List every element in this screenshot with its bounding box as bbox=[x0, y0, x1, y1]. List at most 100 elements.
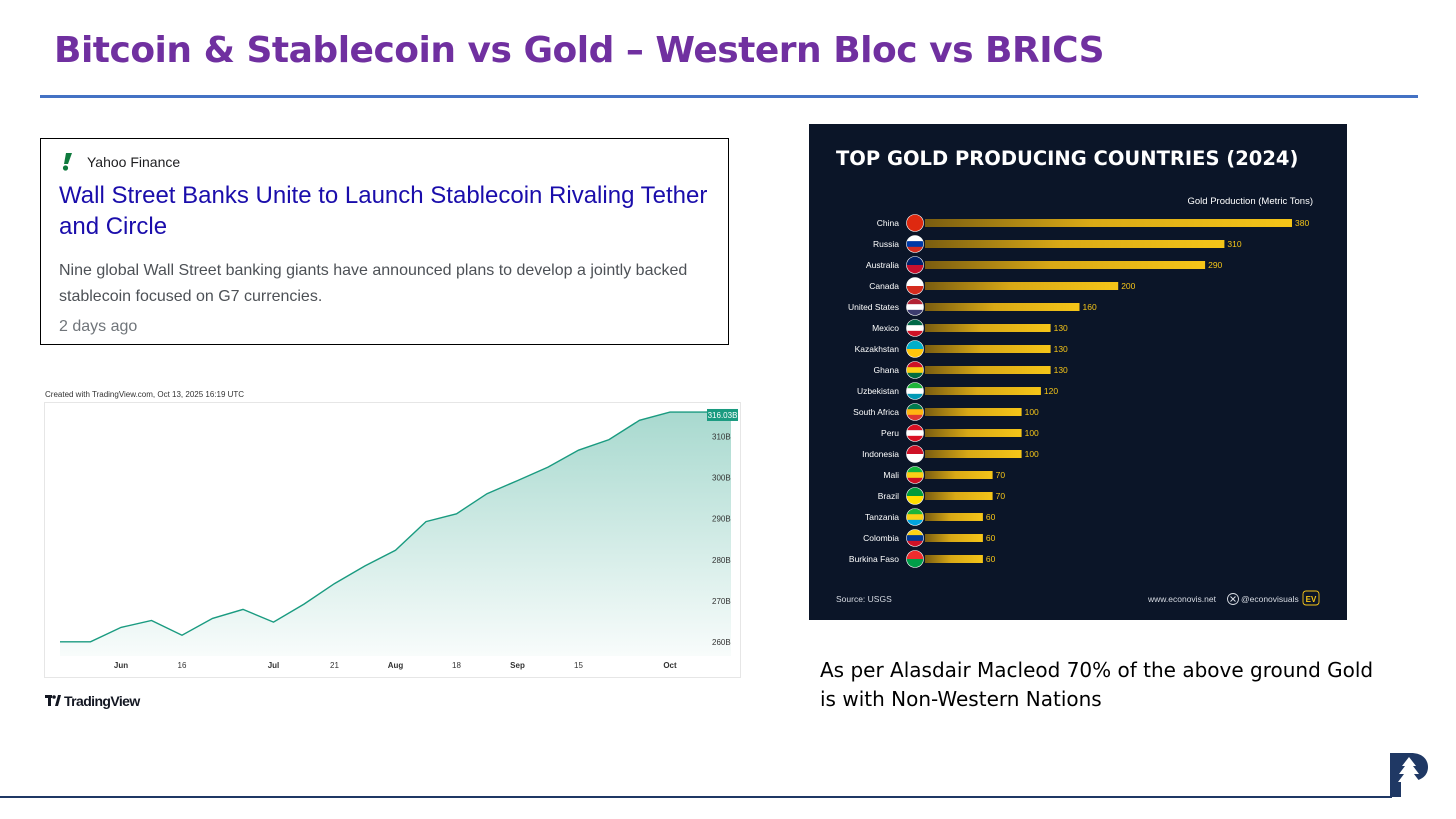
gold-value-label: 70 bbox=[996, 491, 1006, 501]
flag-ring bbox=[906, 214, 924, 232]
flag-band bbox=[906, 246, 924, 253]
gold-website[interactable]: www.econovis.net bbox=[1147, 594, 1217, 604]
tv-last-value-badge bbox=[707, 408, 738, 421]
tradingview-logo: TradingView bbox=[45, 693, 140, 709]
country-flag-icon bbox=[906, 214, 924, 232]
flag-band bbox=[906, 540, 924, 547]
gold-country-label: Uzbekistan bbox=[857, 386, 899, 396]
gold-bar bbox=[925, 513, 983, 521]
gold-chart-title: TOP GOLD PRODUCING COUNTRIES (2024) bbox=[836, 147, 1298, 170]
news-source-row: Yahoo Finance bbox=[59, 153, 710, 171]
gold-value-label: 100 bbox=[1025, 449, 1039, 459]
tv-y-tick-label: 260B bbox=[712, 638, 731, 647]
flag-band bbox=[906, 241, 924, 248]
flag-ring bbox=[906, 319, 924, 337]
gold-country-label: Burkina Faso bbox=[849, 554, 899, 564]
flag-band bbox=[906, 403, 924, 410]
gold-bar bbox=[925, 555, 983, 563]
tv-x-tick-label: Jun bbox=[114, 661, 128, 670]
country-flag-icon bbox=[906, 424, 924, 442]
gold-bar bbox=[925, 240, 1225, 248]
flag-band bbox=[906, 550, 924, 560]
footer-divider bbox=[0, 796, 1392, 798]
tv-x-tick-label: Jul bbox=[268, 661, 280, 670]
country-flag-icon bbox=[906, 277, 924, 295]
tv-last-value-label: 316.03B bbox=[708, 411, 738, 420]
country-flag-icon bbox=[906, 487, 924, 505]
news-headline-link[interactable]: Wall Street Banks Unite to Launch Stable… bbox=[59, 182, 708, 240]
gold-country-label: Peru bbox=[881, 428, 899, 438]
gold-country-label: Brazil bbox=[878, 491, 899, 501]
flag-band bbox=[906, 265, 924, 274]
gold-bar bbox=[925, 387, 1041, 395]
gold-value-label: 380 bbox=[1295, 218, 1309, 228]
gold-value-label: 200 bbox=[1121, 281, 1135, 291]
tv-x-tick-label: 21 bbox=[330, 661, 339, 670]
gold-value-label: 130 bbox=[1054, 323, 1068, 333]
macleod-note: As per Alasdair Macleod 70% of the above… bbox=[820, 658, 1374, 711]
tv-series-line bbox=[60, 411, 732, 643]
flag-ring bbox=[906, 508, 924, 526]
flag-band bbox=[906, 340, 924, 350]
flag-ring bbox=[906, 277, 924, 295]
slide-title: Bitcoin & Stablecoin vs Gold – Western B… bbox=[54, 30, 1105, 71]
gold-source: Source: USGS bbox=[836, 594, 892, 604]
gold-country-label: Russia bbox=[873, 239, 899, 249]
gold-bar bbox=[925, 366, 1051, 374]
country-flag-icon bbox=[906, 235, 924, 253]
x-icon bbox=[1227, 593, 1239, 605]
flag-band bbox=[906, 409, 924, 416]
gold-bar bbox=[925, 324, 1051, 332]
flag-band bbox=[906, 361, 924, 368]
econovis-mark: EV bbox=[1306, 595, 1317, 604]
flag-ring bbox=[906, 487, 924, 505]
gold-axis-label: Gold Production (Metric Tons) bbox=[1188, 196, 1314, 207]
flag-band bbox=[906, 349, 924, 358]
flag-band bbox=[906, 454, 924, 463]
flag-ring bbox=[906, 403, 924, 421]
gold-country-label: Tanzania bbox=[865, 512, 899, 522]
title-divider bbox=[40, 95, 1418, 98]
gold-bar bbox=[925, 261, 1206, 269]
news-card[interactable]: Yahoo Finance Wall Street Banks Unite to… bbox=[40, 138, 729, 345]
gold-country-label: Ghana bbox=[873, 365, 899, 375]
gold-value-label: 130 bbox=[1054, 344, 1068, 354]
gold-country-label: Indonesia bbox=[862, 449, 899, 459]
flag-band bbox=[906, 286, 924, 295]
flag-band bbox=[906, 445, 924, 455]
flag-band bbox=[906, 298, 924, 305]
gold-country-label: South Africa bbox=[853, 407, 899, 417]
tv-y-tick-label: 300B bbox=[712, 474, 731, 483]
gold-country-label: Australia bbox=[866, 260, 899, 270]
gold-country-label: Kazakhstan bbox=[855, 344, 900, 354]
country-flag-icon bbox=[906, 508, 924, 526]
flag-band bbox=[906, 382, 924, 389]
flag-band bbox=[906, 508, 924, 515]
tv-x-tick-label: Oct bbox=[663, 661, 677, 670]
flag-band bbox=[906, 519, 924, 526]
news-timestamp: 2 days ago bbox=[59, 318, 138, 335]
tv-created-caption: Created with TradingView.com, Oct 13, 20… bbox=[45, 390, 245, 399]
gold-value-label: 160 bbox=[1083, 302, 1097, 312]
tradingview-brand: TradingView bbox=[64, 693, 140, 709]
flag-band bbox=[906, 304, 924, 311]
flag-band bbox=[906, 535, 924, 542]
gold-handle[interactable]: @econovisuals bbox=[1241, 594, 1299, 604]
flag-band bbox=[906, 514, 924, 521]
flag-ring bbox=[906, 466, 924, 484]
flag-band bbox=[906, 529, 924, 536]
gold-bar bbox=[925, 408, 1022, 416]
gold-value-label: 60 bbox=[986, 512, 996, 522]
gold-value-label: 290 bbox=[1208, 260, 1222, 270]
gold-producers-chart: TOP GOLD PRODUCING COUNTRIES (2024) Gold… bbox=[836, 147, 1320, 606]
flag-band bbox=[906, 235, 924, 242]
flag-band bbox=[906, 325, 924, 332]
flag-band bbox=[906, 496, 924, 505]
gold-value-label: 60 bbox=[986, 554, 996, 564]
flag-band bbox=[906, 372, 924, 379]
tv-area-fill bbox=[60, 412, 731, 656]
tv-x-tick-label: 18 bbox=[452, 661, 461, 670]
gold-bar bbox=[925, 429, 1022, 437]
gold-country-label: United States bbox=[848, 302, 899, 312]
country-flag-icon bbox=[906, 298, 924, 316]
